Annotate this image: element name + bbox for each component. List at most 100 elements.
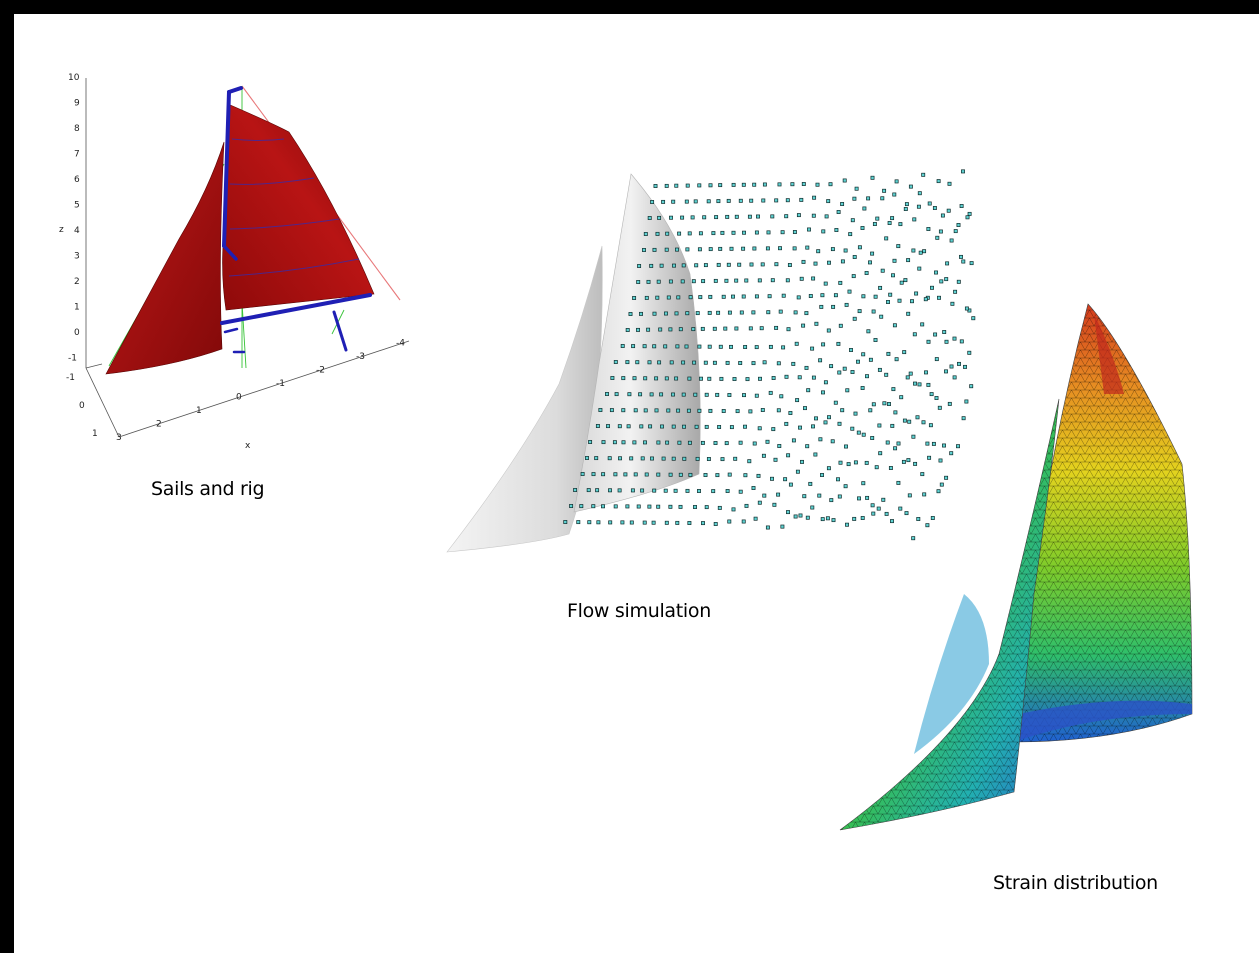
flow-particle: [706, 457, 711, 461]
flow-particle: [717, 425, 722, 429]
flow-particle: [801, 259, 806, 264]
flow-particle: [682, 456, 687, 461]
z-tick-label: 3: [74, 252, 80, 262]
flow-particle: [718, 183, 723, 188]
flow-particle: [774, 325, 779, 330]
x-tick-label: 3: [116, 433, 122, 443]
flow-particle: [752, 246, 757, 251]
flow-particle: [757, 426, 762, 431]
y-tick-label: -1: [66, 373, 75, 383]
flow-particle: [655, 231, 660, 236]
flow-particle: [852, 516, 857, 521]
flow-particle: [956, 223, 961, 227]
flow-particle: [632, 376, 637, 381]
flow-particle: [816, 249, 821, 254]
z-tick-label: 0: [74, 328, 80, 338]
flow-particle: [824, 214, 829, 219]
flow-particle: [693, 392, 698, 397]
flow-particle: [905, 375, 910, 380]
flow-particle: [644, 295, 649, 300]
flow-particle: [664, 520, 669, 525]
flow-particle: [760, 262, 765, 267]
flow-particle: [751, 486, 756, 490]
flow-particle: [939, 482, 944, 487]
flow-particle: [766, 310, 771, 315]
flow-particle: [659, 263, 664, 268]
flow-particle: [612, 440, 617, 445]
flow-particle: [776, 492, 781, 497]
flow-particle: [947, 181, 952, 186]
flow-particle: [765, 439, 770, 444]
flow-particle: [827, 260, 831, 265]
flow-particle: [796, 295, 801, 300]
flow-particle: [636, 504, 641, 509]
strain-distribution-panel: Strain distribution: [839, 303, 1193, 894]
flow-particle: [595, 488, 600, 493]
flow-particle: [631, 344, 636, 349]
flow-particle: [648, 424, 653, 429]
flow-simulation-panel: Flow simulation: [446, 169, 976, 622]
flow-particle: [894, 357, 899, 362]
flow-particle: [964, 399, 969, 404]
flow-particle: [712, 360, 717, 365]
flow-particle: [884, 236, 889, 241]
flow-particle: [657, 360, 662, 365]
flow-particle: [770, 278, 775, 283]
flow-particle: [893, 446, 898, 451]
flow-particle: [674, 311, 679, 316]
flow-particle: [934, 357, 939, 362]
flow-particle: [814, 321, 819, 326]
flow-particle: [666, 295, 671, 300]
flow-particle: [731, 294, 735, 299]
flow-particle: [625, 504, 630, 509]
flow-particle: [944, 339, 949, 344]
flow-particle: [576, 520, 581, 525]
x-tick-label: 0: [236, 393, 242, 403]
flow-particle: [921, 420, 926, 425]
flow-particle: [944, 475, 949, 480]
flow-particle: [707, 310, 712, 315]
flow-particle: [643, 376, 648, 381]
flow-particle: [882, 401, 887, 406]
x-tick-label: -1: [276, 379, 285, 389]
flow-particle: [757, 500, 762, 505]
flow-particle: [810, 505, 815, 510]
z-tick-label: -1: [68, 354, 77, 364]
flow-particle: [742, 230, 746, 235]
flow-particle: [823, 420, 828, 425]
flow-particle: [967, 308, 972, 313]
flow-particle: [617, 424, 622, 429]
flow-particle: [647, 216, 652, 220]
flow-particle: [785, 198, 790, 203]
strain-jib-mesh: [840, 399, 1059, 830]
flow-particle: [780, 524, 785, 529]
flow-particle: [712, 326, 717, 331]
flow-particle: [715, 473, 720, 478]
flow-particle: [726, 198, 731, 203]
flow-particle: [738, 198, 743, 203]
flow-particle: [865, 495, 870, 500]
flow-particle: [665, 440, 670, 445]
flow-particle: [894, 179, 899, 184]
flow-particle: [817, 493, 822, 498]
flow-particle: [852, 316, 857, 321]
flow-particle: [647, 504, 652, 509]
flow-particle: [687, 376, 692, 381]
flow-particle: [846, 462, 851, 467]
flow-particle: [745, 377, 750, 382]
flow-particle: [643, 408, 648, 413]
flow-particle: [668, 279, 673, 284]
flow-particle: [754, 393, 759, 398]
flow-particle: [906, 258, 911, 263]
flow-particle: [927, 201, 932, 206]
flow-particle: [930, 285, 934, 290]
flow-particle: [610, 376, 615, 380]
flow-particle: [704, 505, 709, 510]
flow-particle: [707, 344, 712, 349]
flow-particle: [761, 453, 766, 458]
flow-particle: [737, 262, 742, 267]
x-tick-label: -4: [396, 339, 405, 349]
flow-particle: [878, 285, 883, 290]
flow-particle: [708, 183, 713, 188]
flow-particle: [885, 440, 890, 445]
